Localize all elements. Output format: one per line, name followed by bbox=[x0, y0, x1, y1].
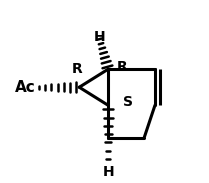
Text: H: H bbox=[102, 165, 114, 179]
Text: R: R bbox=[117, 60, 128, 74]
Text: S: S bbox=[123, 95, 133, 109]
Text: Ac: Ac bbox=[15, 80, 36, 95]
Text: R: R bbox=[72, 62, 83, 76]
Text: H: H bbox=[93, 29, 105, 44]
